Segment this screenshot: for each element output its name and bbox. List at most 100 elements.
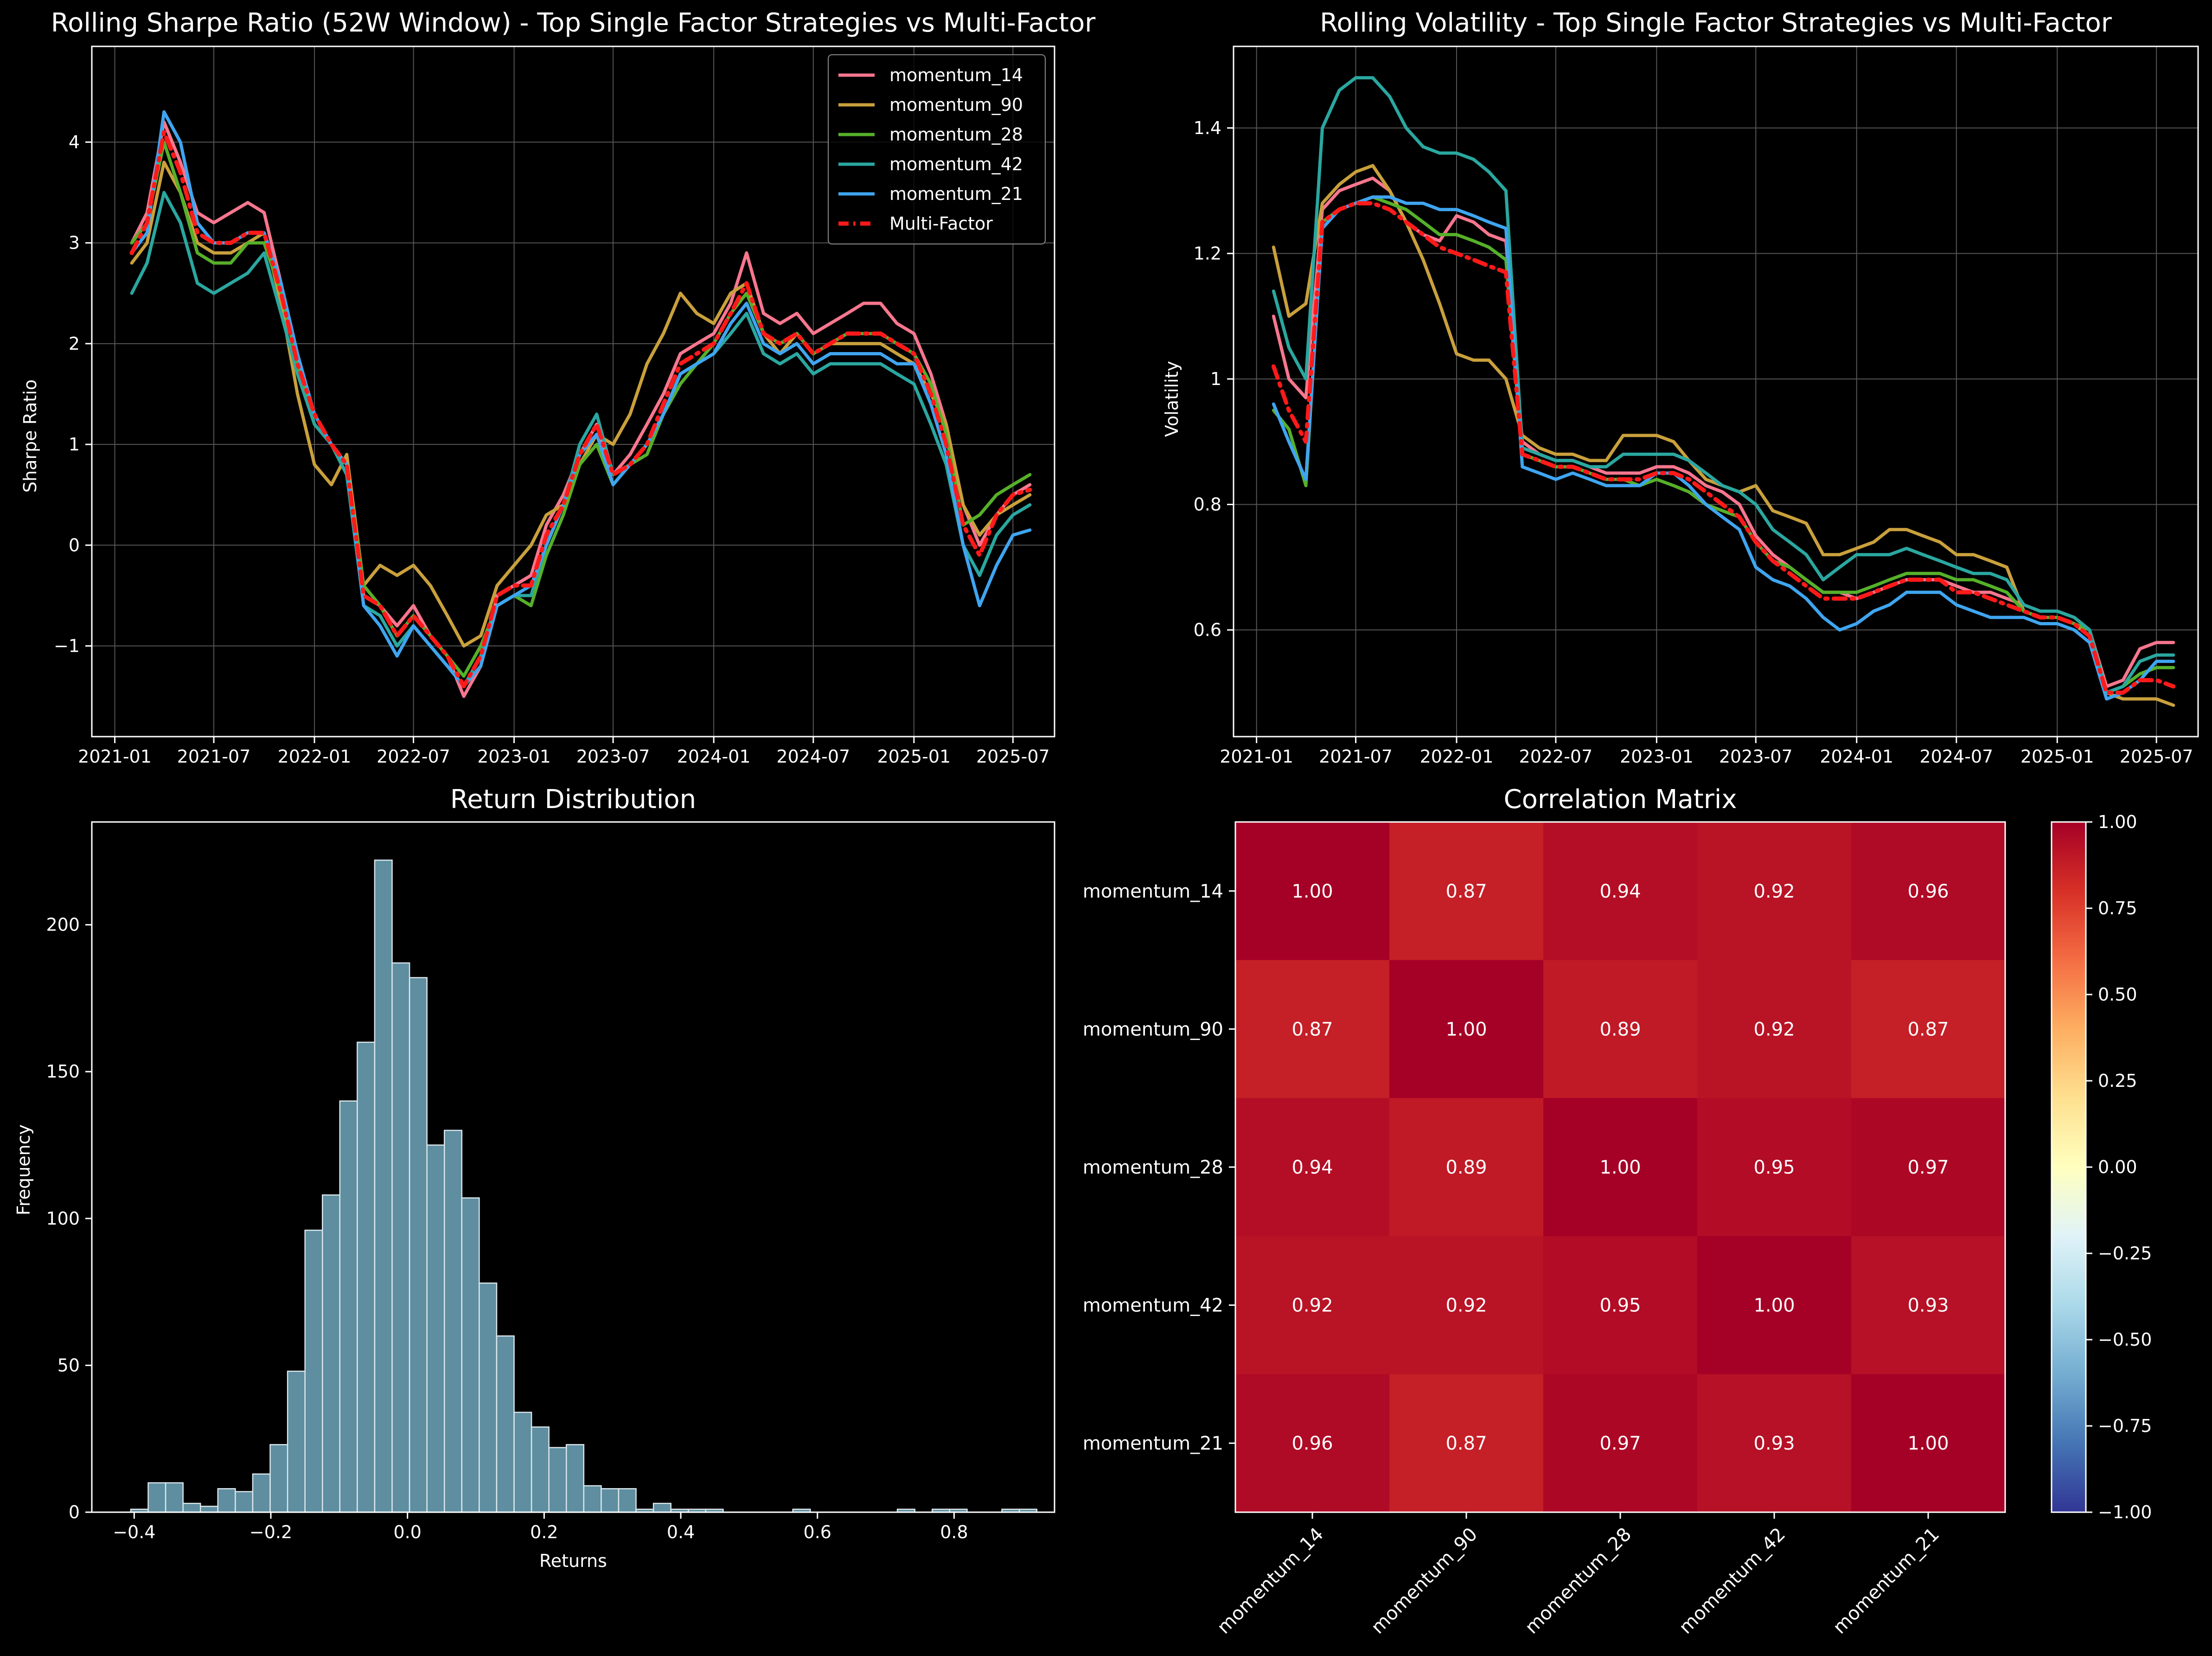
heatmap-cell-value: 0.93 bbox=[1753, 1433, 1795, 1454]
volatility-plot-frame bbox=[1233, 45, 2199, 738]
histogram-bar bbox=[601, 1488, 620, 1513]
heatmap-cell-value: 0.89 bbox=[1599, 1019, 1641, 1040]
heatmap-cell-value: 0.87 bbox=[1445, 1433, 1487, 1454]
row-label: momentum_28 bbox=[1083, 1157, 1223, 1178]
heatmap-cell-value: 0.95 bbox=[1599, 1295, 1641, 1316]
series-line-momentum-42 bbox=[130, 191, 1032, 688]
x-tick-label: 2023-07 bbox=[1719, 746, 1793, 767]
x-tick-label: 2025-07 bbox=[976, 746, 1050, 767]
heatmap-cell-value: 0.97 bbox=[1907, 1157, 1949, 1178]
heatmap-cell-value: 1.00 bbox=[1291, 881, 1333, 902]
colorbar-tick-label: −0.25 bbox=[2098, 1243, 2152, 1264]
y-tick-label: 0.8 bbox=[1194, 494, 1221, 514]
histogram-bar bbox=[426, 1144, 445, 1513]
heatmap-cell bbox=[1543, 1374, 1698, 1513]
x-tick-label: 2023-07 bbox=[576, 746, 650, 767]
colorbar-ticks: −1.00 −0.75 −0.50 −0.25 0.00 0.25 0.50 0.75 1.00 bbox=[2086, 812, 2152, 1522]
sharpe-series-lines bbox=[129, 110, 1032, 698]
histogram-bar bbox=[461, 1197, 480, 1513]
y-tick-label: 2 bbox=[69, 334, 80, 354]
legend-label: momentum_14 bbox=[889, 65, 1023, 85]
heatmap-cell-value: 0.93 bbox=[1907, 1295, 1949, 1316]
x-tick-label: 2022-07 bbox=[1519, 746, 1593, 767]
heatmap-cell bbox=[1697, 1236, 1852, 1374]
x-tick-label: 2025-01 bbox=[877, 746, 951, 767]
row-label: momentum_42 bbox=[1083, 1295, 1223, 1316]
histogram-bar bbox=[652, 1502, 671, 1513]
sharpe-legend: momentum_14 momentum_90 momentum_28momentu… bbox=[828, 54, 1046, 244]
row-label: momentum_21 bbox=[1083, 1433, 1223, 1454]
y-tick-label: 50 bbox=[58, 1355, 80, 1375]
heatmap-cell-value: 0.87 bbox=[1907, 1019, 1949, 1040]
sharpe-y-axis-label: Sharpe Ratio bbox=[20, 379, 40, 493]
x-tick-label: 2024-07 bbox=[1919, 746, 1993, 767]
volatility-grid bbox=[1234, 46, 2198, 737]
heatmap-cell bbox=[1851, 1236, 2006, 1374]
histogram-bar bbox=[531, 1426, 550, 1513]
x-tick-label: 0.4 bbox=[667, 1522, 695, 1542]
heatmap-cell bbox=[1389, 1098, 1544, 1237]
heatmap-cell-value: 0.92 bbox=[1445, 1295, 1487, 1316]
histogram-plot-frame bbox=[91, 821, 1055, 1513]
correlation-title: Correlation Matrix bbox=[1504, 784, 1737, 815]
heatmap-cell-value: 0.92 bbox=[1753, 881, 1795, 902]
heatmap-cell-value: 1.00 bbox=[1599, 1157, 1641, 1178]
y-tick-label: 1.4 bbox=[1194, 118, 1221, 138]
volatility-chart-title: Rolling Volatility - Top Single Factor S… bbox=[1320, 8, 2112, 38]
colorbar-tick-label: 0.50 bbox=[2098, 984, 2137, 1005]
histogram-bar bbox=[322, 1194, 341, 1513]
series-line-momentum-21 bbox=[1272, 195, 2175, 701]
heatmap-cell bbox=[1389, 960, 1544, 1098]
heatmap-cell bbox=[1235, 1374, 1390, 1513]
sharpe-ratio-panel: Rolling Sharpe Ratio (52W Window) - Top … bbox=[20, 8, 1096, 767]
legend-label: momentum_42 bbox=[889, 154, 1023, 174]
histogram-y-axis-label: Frequency bbox=[13, 1124, 34, 1215]
heatmap-cell bbox=[1235, 822, 1390, 961]
histogram-bar bbox=[287, 1370, 306, 1513]
x-tick-label: 2023-01 bbox=[477, 746, 551, 767]
histogram-bar bbox=[548, 1447, 567, 1513]
histogram-bar bbox=[217, 1488, 236, 1513]
histogram-bar bbox=[147, 1482, 166, 1513]
histogram-bar bbox=[339, 1100, 358, 1513]
volatility-y-axis-label: Volatility bbox=[1162, 361, 1182, 437]
y-tick-label: 0 bbox=[69, 1502, 80, 1522]
series-line-multi-factor bbox=[129, 130, 1032, 688]
x-tick-label: 2023-01 bbox=[1620, 746, 1694, 767]
legend-label: momentum_28 bbox=[889, 124, 1023, 145]
y-tick-label: 4 bbox=[69, 132, 80, 152]
heatmap-cell bbox=[1851, 1098, 2006, 1237]
histogram-title: Return Distribution bbox=[450, 784, 696, 815]
histogram-bar bbox=[618, 1488, 637, 1513]
heatmap-cell-value: 0.94 bbox=[1599, 881, 1641, 902]
histogram-bar bbox=[357, 1041, 376, 1513]
x-tick-label: 0.8 bbox=[940, 1522, 968, 1542]
correlation-frame bbox=[1234, 821, 2006, 1513]
y-tick-label: 100 bbox=[46, 1208, 80, 1229]
heatmap-cell-value: 0.87 bbox=[1445, 881, 1487, 902]
heatmap-cell bbox=[1851, 1374, 2006, 1513]
x-tick-label: 2025-01 bbox=[2020, 746, 2094, 767]
x-tick-label: 2021-07 bbox=[1319, 746, 1393, 767]
legend-label: momentum_90 bbox=[889, 95, 1023, 115]
heatmap-cell bbox=[1235, 1236, 1390, 1374]
row-label: momentum_14 bbox=[1083, 881, 1223, 902]
heatmap-cell-value: 0.96 bbox=[1291, 1433, 1333, 1454]
legend-label: Multi-Factor bbox=[889, 213, 993, 234]
heatmap-cell-value: 0.92 bbox=[1291, 1295, 1333, 1316]
y-tick-label: 1 bbox=[1210, 369, 1221, 389]
histogram-ticks: −0.4 −0.2 0.0 0.2 0.4 0.6 0.8 0 50 100 150 200 bbox=[46, 915, 968, 1542]
heatmap-cell bbox=[1389, 822, 1544, 961]
histogram-bar bbox=[496, 1335, 515, 1513]
series-line-multi-factor bbox=[1271, 201, 2176, 695]
y-tick-label: 3 bbox=[69, 233, 80, 253]
colorbar bbox=[2051, 821, 2087, 1513]
histogram-bar bbox=[252, 1473, 271, 1513]
heatmap-cell-value: 1.00 bbox=[1907, 1433, 1949, 1454]
volatility-series-lines bbox=[1271, 76, 2176, 707]
heatmap-cell bbox=[1389, 1374, 1544, 1513]
heatmap-cell-value: 0.89 bbox=[1445, 1157, 1487, 1178]
histogram-bar bbox=[374, 860, 393, 1513]
x-tick-label: 0.0 bbox=[393, 1522, 421, 1542]
